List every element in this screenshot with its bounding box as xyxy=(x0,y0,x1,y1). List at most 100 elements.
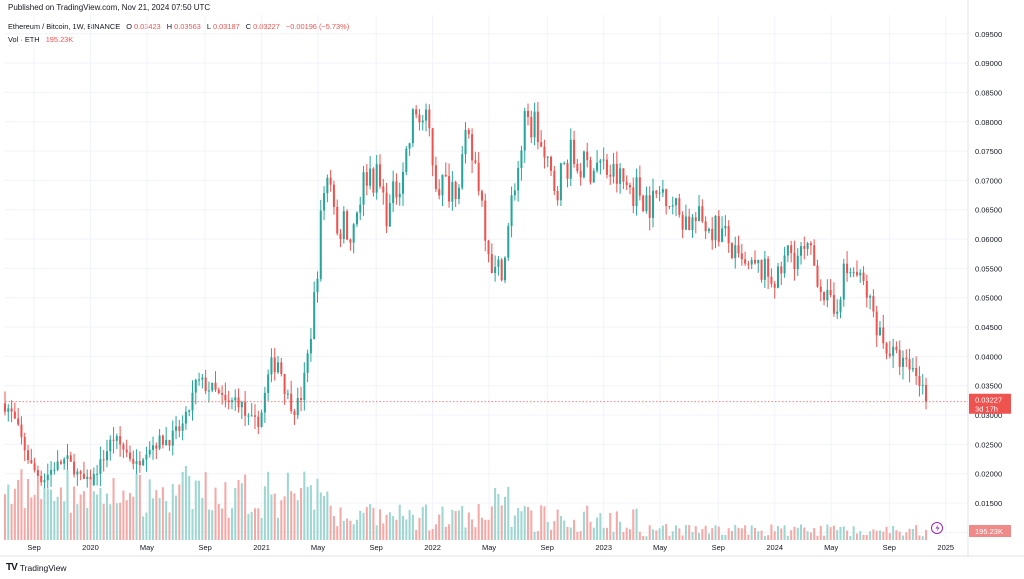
candle-body xyxy=(355,212,358,225)
y-tick-label: 0.09000 xyxy=(975,59,1002,68)
candle-body xyxy=(602,159,605,161)
candle-body xyxy=(207,390,210,392)
candle-body xyxy=(211,382,214,391)
volume-bar xyxy=(773,531,776,540)
candle-body xyxy=(194,379,197,393)
candle-body xyxy=(760,259,763,280)
x-tick-label: May xyxy=(482,543,496,552)
candle-body xyxy=(872,296,875,312)
candle-body xyxy=(701,206,704,222)
candle-body xyxy=(448,176,451,202)
candle-body xyxy=(76,471,79,475)
volume-bar xyxy=(684,524,687,540)
volume-bar xyxy=(53,501,56,540)
volume-bar xyxy=(901,535,905,540)
candle-body xyxy=(250,415,253,417)
candle-body xyxy=(740,253,743,260)
y-tick-label: 0.01500 xyxy=(975,499,1002,508)
volume-bar xyxy=(507,486,510,540)
y-tick-label: 0.06500 xyxy=(975,206,1002,215)
candle-body xyxy=(599,160,602,163)
candle-body xyxy=(316,278,319,293)
candle-body xyxy=(329,177,332,185)
candle-body xyxy=(434,165,437,190)
volume-bar xyxy=(625,527,628,540)
volume-bar xyxy=(753,527,756,540)
volume-bar xyxy=(717,526,720,540)
candle-body xyxy=(82,473,85,479)
x-tick-label: May xyxy=(311,543,325,552)
volume-bar xyxy=(846,530,849,540)
volume-bar xyxy=(178,484,181,540)
candle-body xyxy=(842,263,845,300)
volume-bar xyxy=(510,526,513,540)
volume-bar xyxy=(217,503,220,540)
candle-body xyxy=(484,200,487,241)
volume-label[interactable]: Vol · ETH xyxy=(8,35,40,44)
candle-body xyxy=(619,168,622,184)
volume-bar xyxy=(155,490,158,540)
candle-body xyxy=(776,266,780,288)
volume-bar xyxy=(882,531,885,540)
candle-body xyxy=(767,258,770,277)
volume-bar xyxy=(681,535,684,540)
candle-body xyxy=(59,461,62,464)
symbol-title[interactable]: Ethereum / Bitcoin, 1W, BINANCE xyxy=(8,22,121,31)
candle-body xyxy=(17,418,20,425)
volume-bar xyxy=(730,531,733,540)
volume-bar xyxy=(553,521,556,540)
candle-body xyxy=(543,146,546,158)
volume-bar xyxy=(573,519,576,540)
candle-body xyxy=(372,168,375,193)
candle-body xyxy=(198,379,201,381)
candle-body xyxy=(132,459,135,464)
candle-body xyxy=(20,424,23,438)
volume-bar xyxy=(175,495,178,540)
volume-bar xyxy=(589,521,592,540)
volume-bar xyxy=(622,531,625,540)
volume-bar xyxy=(444,526,447,540)
y-tick-label: 0.07000 xyxy=(975,176,1002,185)
volume-bar xyxy=(214,487,217,540)
volume-bar xyxy=(372,508,375,540)
candle-body xyxy=(566,163,569,179)
candle-body xyxy=(576,163,579,172)
candle-body xyxy=(115,436,118,441)
candle-body xyxy=(582,151,585,178)
volume-bar xyxy=(530,510,533,540)
candle-body xyxy=(411,109,414,144)
volume-bar xyxy=(747,534,750,540)
candle-body xyxy=(323,193,326,211)
candle-body xyxy=(408,143,411,149)
candle-body xyxy=(244,402,247,416)
volume-bar xyxy=(661,525,664,540)
candle-body xyxy=(823,292,826,301)
last-price-badge xyxy=(969,393,1011,414)
candle-body xyxy=(612,163,615,177)
volume-bar xyxy=(385,514,388,540)
candle-body xyxy=(573,139,576,164)
candle-body xyxy=(444,174,447,177)
candle-body xyxy=(290,393,293,412)
volume-bar xyxy=(250,511,253,540)
volume-bar xyxy=(526,506,530,540)
volume-bar xyxy=(247,513,250,540)
candle-body xyxy=(125,449,128,453)
candle-body xyxy=(217,389,220,393)
last-price-value: 0.03227 xyxy=(975,396,1002,405)
volume-bar xyxy=(431,528,434,540)
volume-bar xyxy=(112,478,115,540)
x-tick-label: 2025 xyxy=(937,543,954,552)
candle-body xyxy=(888,353,891,356)
candle-body xyxy=(105,451,108,461)
x-tick-label: Sep xyxy=(883,543,896,552)
y-tick-label: 0.03500 xyxy=(975,382,1002,391)
volume-bar xyxy=(395,519,398,540)
volume-bar xyxy=(115,503,118,540)
volume-bar xyxy=(744,525,747,540)
candle-body xyxy=(50,470,53,475)
volume-bar xyxy=(579,531,582,540)
volume-bar xyxy=(428,530,431,540)
volume-bar xyxy=(425,504,428,540)
